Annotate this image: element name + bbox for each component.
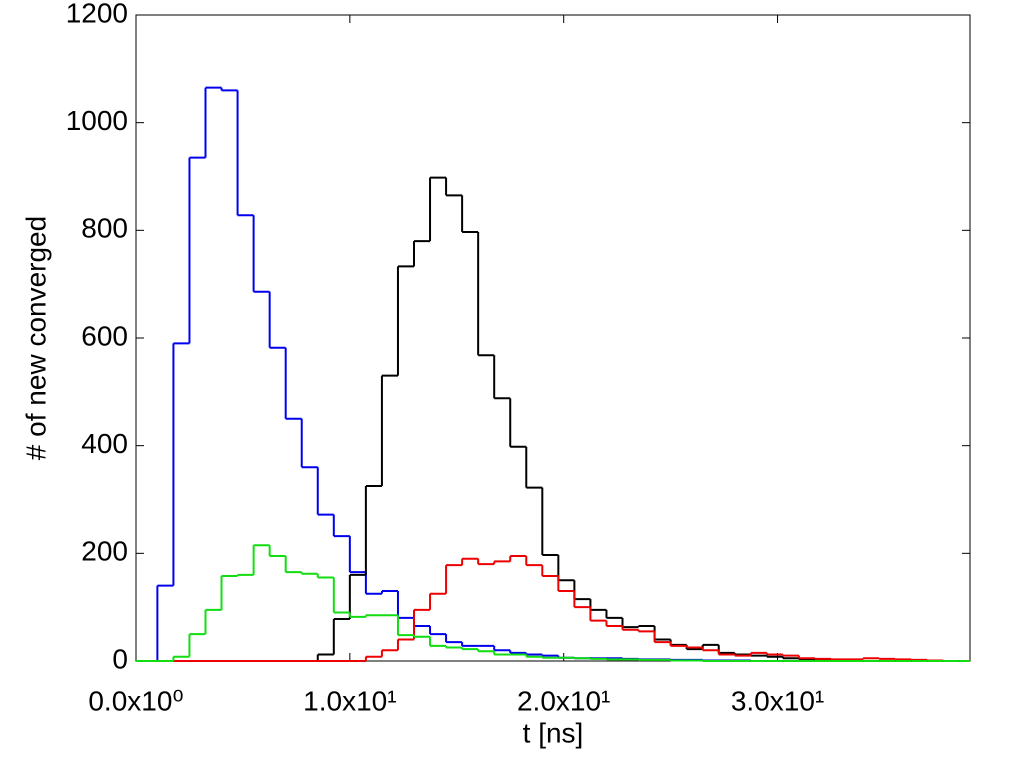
y-tick-label: 0 — [112, 643, 128, 674]
x-tick-label: 1.0x10¹ — [303, 685, 396, 716]
y-tick-label: 400 — [81, 428, 128, 459]
x-axis-label: t [ns] — [523, 717, 584, 748]
plot-frame — [135, 14, 971, 662]
y-axis-label: # of new converged — [20, 216, 51, 460]
y-tick-label: 800 — [81, 213, 128, 244]
x-tick-label: 3.0x10¹ — [731, 685, 824, 716]
y-tick-label: 200 — [81, 536, 128, 567]
y-tick-label: 600 — [81, 320, 128, 351]
x-tick-label: 2.0x10¹ — [517, 685, 610, 716]
y-tick-label: 1200 — [66, 0, 128, 28]
y-tick-label: 1000 — [66, 105, 128, 136]
x-tick-label: 0.0x10⁰ — [88, 685, 183, 716]
